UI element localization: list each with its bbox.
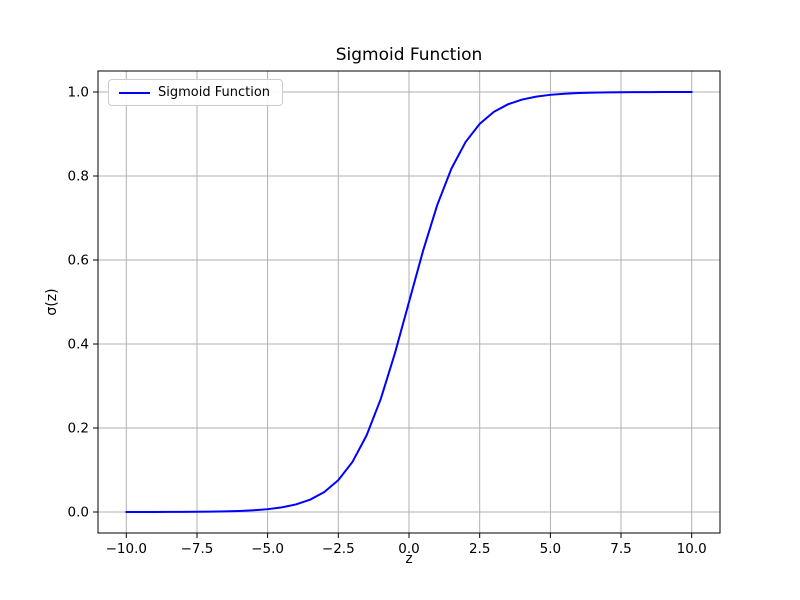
y-axis-label: σ(z) [44, 288, 60, 316]
x-axis-label: z [405, 551, 413, 567]
legend-label: Sigmoid Function [158, 85, 271, 100]
y-tick-label: 0.2 [68, 421, 89, 437]
x-tick-label: 5.0 [540, 541, 561, 557]
x-tick-label: 7.5 [610, 541, 631, 557]
x-tick-label: −10.0 [106, 541, 147, 557]
y-tick-label: 0.8 [68, 169, 89, 185]
x-tick-label: −2.5 [322, 541, 355, 557]
chart-title: Sigmoid Function [335, 45, 483, 65]
x-tick-label: −5.0 [251, 541, 284, 557]
x-tick-label: 10.0 [677, 541, 707, 557]
x-tick-label: 0.0 [398, 541, 419, 557]
y-tick-label: 0.0 [68, 505, 89, 521]
x-tick-label: 2.5 [469, 541, 490, 557]
y-tick-label: 0.4 [68, 337, 89, 353]
y-tick-label: 0.6 [68, 253, 89, 269]
sigmoid-curve [125, 91, 693, 513]
y-tick-label: 1.0 [68, 85, 89, 101]
legend: Sigmoid Function [108, 79, 284, 106]
x-tick-label: −7.5 [181, 541, 214, 557]
legend-line-sample [119, 91, 150, 94]
